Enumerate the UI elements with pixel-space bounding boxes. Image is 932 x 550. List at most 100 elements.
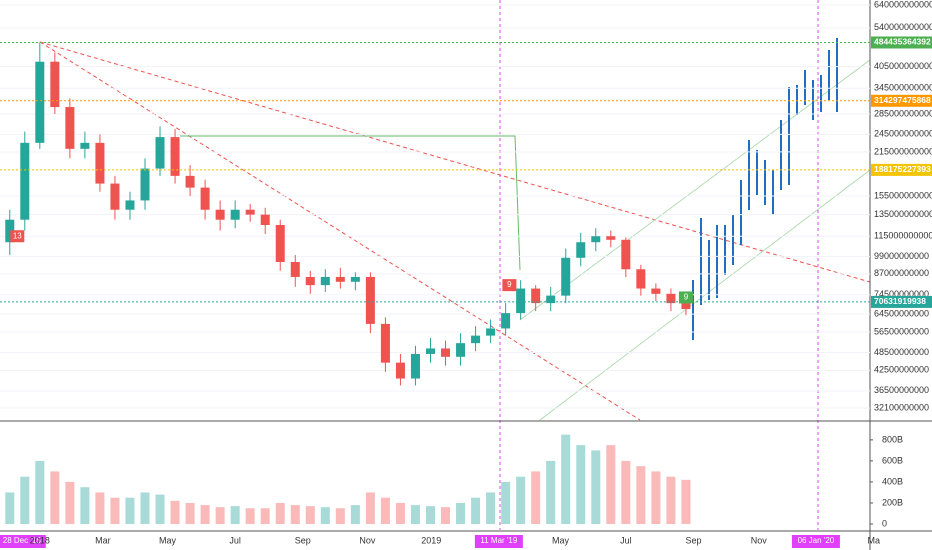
candle-body: [290, 261, 300, 277]
candle-body: [410, 353, 420, 379]
annotation-box: [10, 230, 25, 243]
volume-bar: [350, 505, 360, 524]
price-tag-label: 314297475868: [874, 95, 931, 105]
x-tick-label: Sep: [685, 535, 701, 545]
volume-bar: [95, 492, 105, 524]
x-tick-label: 2018: [30, 535, 50, 545]
candle-body: [20, 142, 30, 220]
candle-body: [35, 61, 45, 143]
y-tick-label: 345000000000: [874, 83, 932, 93]
volume-tick-label: 400B: [882, 476, 903, 486]
date-tag: [791, 535, 840, 548]
annotation-label: 13: [13, 231, 22, 240]
volume-bar: [65, 481, 75, 524]
x-tick-label: May: [159, 535, 177, 545]
price-tag: [871, 94, 932, 107]
candle-body: [441, 348, 451, 357]
volume-bar: [576, 445, 586, 524]
volume-bar: [320, 507, 330, 524]
y-tick-label: 245000000000: [874, 129, 932, 139]
price-tag: [871, 163, 932, 176]
x-tick-label: Jul: [620, 535, 632, 545]
volume-bar: [531, 471, 541, 524]
price-tag-label: 70631919938: [874, 296, 926, 306]
x-tick-label: 06 Jan '20: [798, 536, 835, 545]
volume-bar: [681, 479, 691, 524]
candle-body: [350, 276, 360, 282]
volume-bar: [636, 466, 646, 524]
candle-body: [215, 209, 225, 220]
volume-bar: [230, 506, 240, 524]
candle-body: [80, 142, 90, 149]
candle-body: [185, 175, 195, 188]
candle-body: [651, 288, 661, 294]
volume-tick-label: 800B: [882, 434, 903, 444]
candle-body: [245, 209, 255, 215]
y-tick-label: 155000000000: [874, 190, 932, 200]
volume-bar: [486, 492, 496, 524]
y-tick-label: 42500000000: [874, 365, 929, 375]
candle-body: [110, 183, 120, 210]
volume-bar: [666, 476, 676, 524]
channel-line: [519, 59, 871, 321]
volume-bar: [516, 476, 526, 524]
x-tick-label: 28 Dec '15: [3, 536, 42, 545]
volume-bar: [80, 487, 90, 524]
candle-body: [681, 303, 691, 310]
candle-body: [471, 335, 481, 344]
volume-bar: [50, 471, 60, 524]
y-tick-label: 540000000000: [874, 22, 932, 32]
projection-bars: [692, 38, 838, 340]
annotation-box: [678, 291, 693, 304]
x-tick-label: Nov: [359, 535, 376, 545]
volume-bar: [365, 492, 375, 524]
x-tick-label: Mar: [95, 535, 111, 545]
candle-body: [546, 295, 556, 304]
price-tag: [871, 295, 932, 308]
volume-bar: [20, 476, 30, 524]
candle-body: [576, 242, 586, 258]
volume-bar: [561, 434, 571, 524]
candle-body: [320, 276, 330, 286]
candle-body: [200, 187, 210, 210]
volume-bar: [410, 505, 420, 524]
y-tick-label: 56500000000: [874, 326, 929, 336]
candle-body: [531, 288, 541, 304]
volume-bar: [200, 505, 210, 524]
candle-body: [666, 293, 676, 304]
volume-bar: [456, 502, 466, 524]
annotation-box: [502, 279, 517, 292]
volume-bar: [425, 506, 435, 524]
date-tag: [474, 535, 523, 548]
volume-bar: [215, 507, 225, 524]
x-tick-label: Sep: [295, 535, 311, 545]
candle-body: [501, 313, 511, 329]
candle-body: [456, 343, 466, 357]
volume-bar: [170, 500, 180, 524]
price-tag-label: 484435364392: [874, 37, 931, 47]
volume-bar: [441, 507, 451, 524]
y-tick-label: 640000000000: [874, 0, 932, 9]
x-tick-label: 2019: [421, 535, 441, 545]
volume-bar: [275, 502, 285, 524]
volume-bar: [305, 506, 315, 524]
candle-body: [275, 224, 285, 262]
y-tick-label: 64500000000: [874, 309, 929, 319]
volume-bar: [380, 497, 390, 524]
volume-bar: [125, 497, 135, 524]
y-tick-label: 48500000000: [874, 347, 929, 357]
candle-body: [486, 328, 496, 336]
price-tag: [871, 36, 932, 49]
candle-body: [305, 276, 315, 286]
candle-body: [335, 276, 345, 282]
volume-bar: [110, 497, 120, 524]
drawings: [39, 0, 871, 530]
candle-body: [170, 137, 180, 176]
volume-bar: [395, 502, 405, 524]
volume-tick-label: 600B: [882, 455, 903, 465]
volume-bar: [140, 492, 150, 524]
volume-bar: [245, 508, 255, 524]
y-tick-label: 115000000000: [874, 231, 932, 241]
